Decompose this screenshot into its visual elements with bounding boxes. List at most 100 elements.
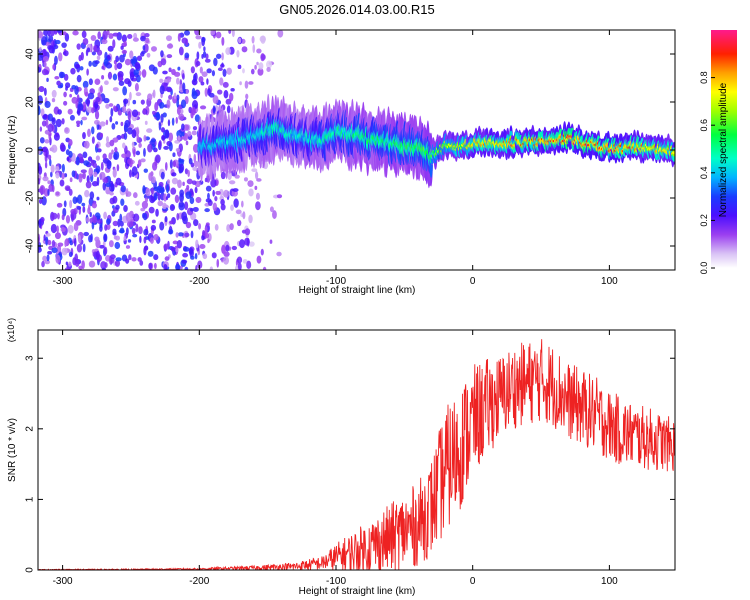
spectrogram-noise-cell [107, 71, 113, 80]
spectrogram-noise-cell [125, 258, 130, 264]
spectrogram-noise-cell [74, 253, 78, 263]
x-tick-label: -100 [326, 576, 346, 587]
spectrogram-noise-cell [186, 178, 193, 185]
spectrogram-noise-cell [152, 186, 159, 192]
spectrogram-noise-cell [90, 34, 97, 41]
spectrogram-noise-cell [69, 93, 73, 98]
spectrogram-noise-cell [115, 55, 120, 63]
spectrogram-noise-cell [48, 35, 54, 42]
spectrogram-noise-cell [276, 251, 282, 257]
spectrogram-noise-cell [42, 255, 47, 262]
spectrogram-ridge-cell [672, 151, 675, 155]
spectrogram-noise-cell [168, 94, 173, 100]
spectrogram-noise-cell [106, 136, 110, 143]
spectrogram-noise-cell [166, 54, 173, 59]
spectrogram-noise-cell [109, 139, 115, 147]
spectrogram-noise-cell [228, 180, 236, 185]
spectrogram-noise-cell [190, 230, 194, 239]
spectrogram-noise-cell [153, 254, 159, 261]
y-tick-label: 0 [25, 567, 36, 573]
spectrogram-noise-cell [165, 35, 172, 42]
spectrogram-noise-cell [195, 239, 199, 249]
spectrogram-noise-cell [44, 161, 48, 169]
spectrogram-noise-cell [158, 187, 165, 194]
spectrogram-noise-cell [161, 127, 166, 133]
spectrogram-noise-cell [104, 224, 108, 231]
x-tick-label: 100 [601, 576, 618, 587]
spectrogram-noise-cell [142, 185, 146, 195]
spectrogram-noise-cell [237, 64, 242, 70]
spectrogram-noise-cell [164, 256, 170, 261]
spectrogram-noise-cell [106, 218, 111, 225]
spectrogram-noise-cell [82, 38, 89, 46]
spectrogram-noise-cell [182, 252, 189, 258]
spectrogram-noise-cell [212, 189, 215, 197]
spectrogram-noise-cell [218, 104, 222, 114]
spectrogram-noise-cell [63, 50, 69, 57]
spectrogram-noise-cell [179, 193, 184, 203]
spectrogram-noise-cell [51, 144, 58, 153]
spectrogram-noise-cell [88, 260, 96, 268]
spectrogram-noise-cell [129, 50, 134, 59]
spectrogram-noise-cell [91, 180, 99, 187]
spectrogram-noise-cell [163, 145, 170, 150]
spectrogram-noise-cell [181, 123, 185, 131]
spectrogram-noise-cell [88, 78, 93, 86]
spectrogram-noise-cell [125, 188, 129, 193]
spectrogram-noise-cell [232, 188, 239, 192]
spectrogram-noise-cell [230, 204, 234, 211]
spectrogram-noise-cell [162, 112, 167, 118]
spectrogram-noise-cell [169, 220, 174, 225]
spectrogram-noise-cell [96, 196, 100, 201]
spectrogram-noise-cell [110, 254, 116, 260]
spectrogram-noise-cell [97, 31, 101, 40]
spectrogram-noise-cell [251, 168, 258, 173]
spectrogram-noise-cell [51, 239, 56, 248]
spectrogram-noise-cell [76, 74, 82, 83]
spectrogram-noise-cell [41, 48, 48, 58]
spectrogram-noise-cell [71, 170, 76, 178]
spectrogram-noise-cell [163, 193, 168, 202]
spectrogram-noise-cell [138, 70, 142, 77]
spectrogram-noise-cell [91, 126, 95, 135]
spectrogram-noise-cell [203, 46, 206, 52]
spectrogram-noise-cell [81, 116, 88, 121]
spectrogram-noise-cell [154, 102, 159, 112]
spectrogram-noise-cell [82, 80, 89, 89]
spectrogram-noise-cell [176, 77, 180, 85]
spectrogram-noise-cell [94, 78, 101, 85]
colorbar: 0.0 0.2 0.4 0.6 0.8 Normalized spectral ampl… [699, 30, 737, 274]
spectrogram-noise-cell [43, 30, 48, 36]
spectrogram-noise-cell [159, 85, 165, 95]
spectrogram-noise-cell [215, 190, 221, 196]
spectrogram-noise-cell [117, 218, 121, 228]
spectrogram-noise-cell [80, 169, 87, 174]
spectrogram-noise-cell [195, 196, 202, 204]
spectrogram-noise-cell [133, 32, 138, 39]
spectrogram-noise-cell [47, 113, 54, 122]
spectrogram-noise-cell [99, 171, 106, 180]
spectrogram-noise-cell [122, 86, 128, 96]
spectrogram-noise-cell [91, 136, 95, 144]
spectrogram-noise-cell [171, 172, 177, 177]
spectrogram-noise-cell [165, 161, 168, 171]
spectrogram-noise-cell [141, 200, 149, 209]
spectrogram-noise-cell [75, 120, 81, 125]
spectrogram-noise-cell [160, 50, 164, 58]
spectrogram-noise-cell [239, 81, 242, 86]
spectrogram-noise-cell [68, 251, 73, 258]
y-tick-label: 1 [25, 496, 36, 502]
spectrogram-noise-cell [120, 185, 126, 193]
spectrogram-noise-cell [55, 254, 61, 264]
spectrogram-noise-cell [106, 55, 111, 60]
spectrogram-noise-cell [67, 108, 73, 115]
spectrogram-noise-cell [49, 30, 55, 37]
spectrogram-noise-cell [63, 91, 67, 98]
spectrogram-noise-cell [44, 87, 47, 96]
spectrogram-noise-cell [125, 245, 131, 249]
spectrogram-noise-cell [143, 135, 147, 142]
spectrogram-noise-cell [229, 223, 234, 231]
spectrogram-noise-cell [187, 130, 192, 137]
spectrogram-noise-cell [178, 165, 184, 174]
spectrogram-noise-cell [163, 243, 169, 250]
